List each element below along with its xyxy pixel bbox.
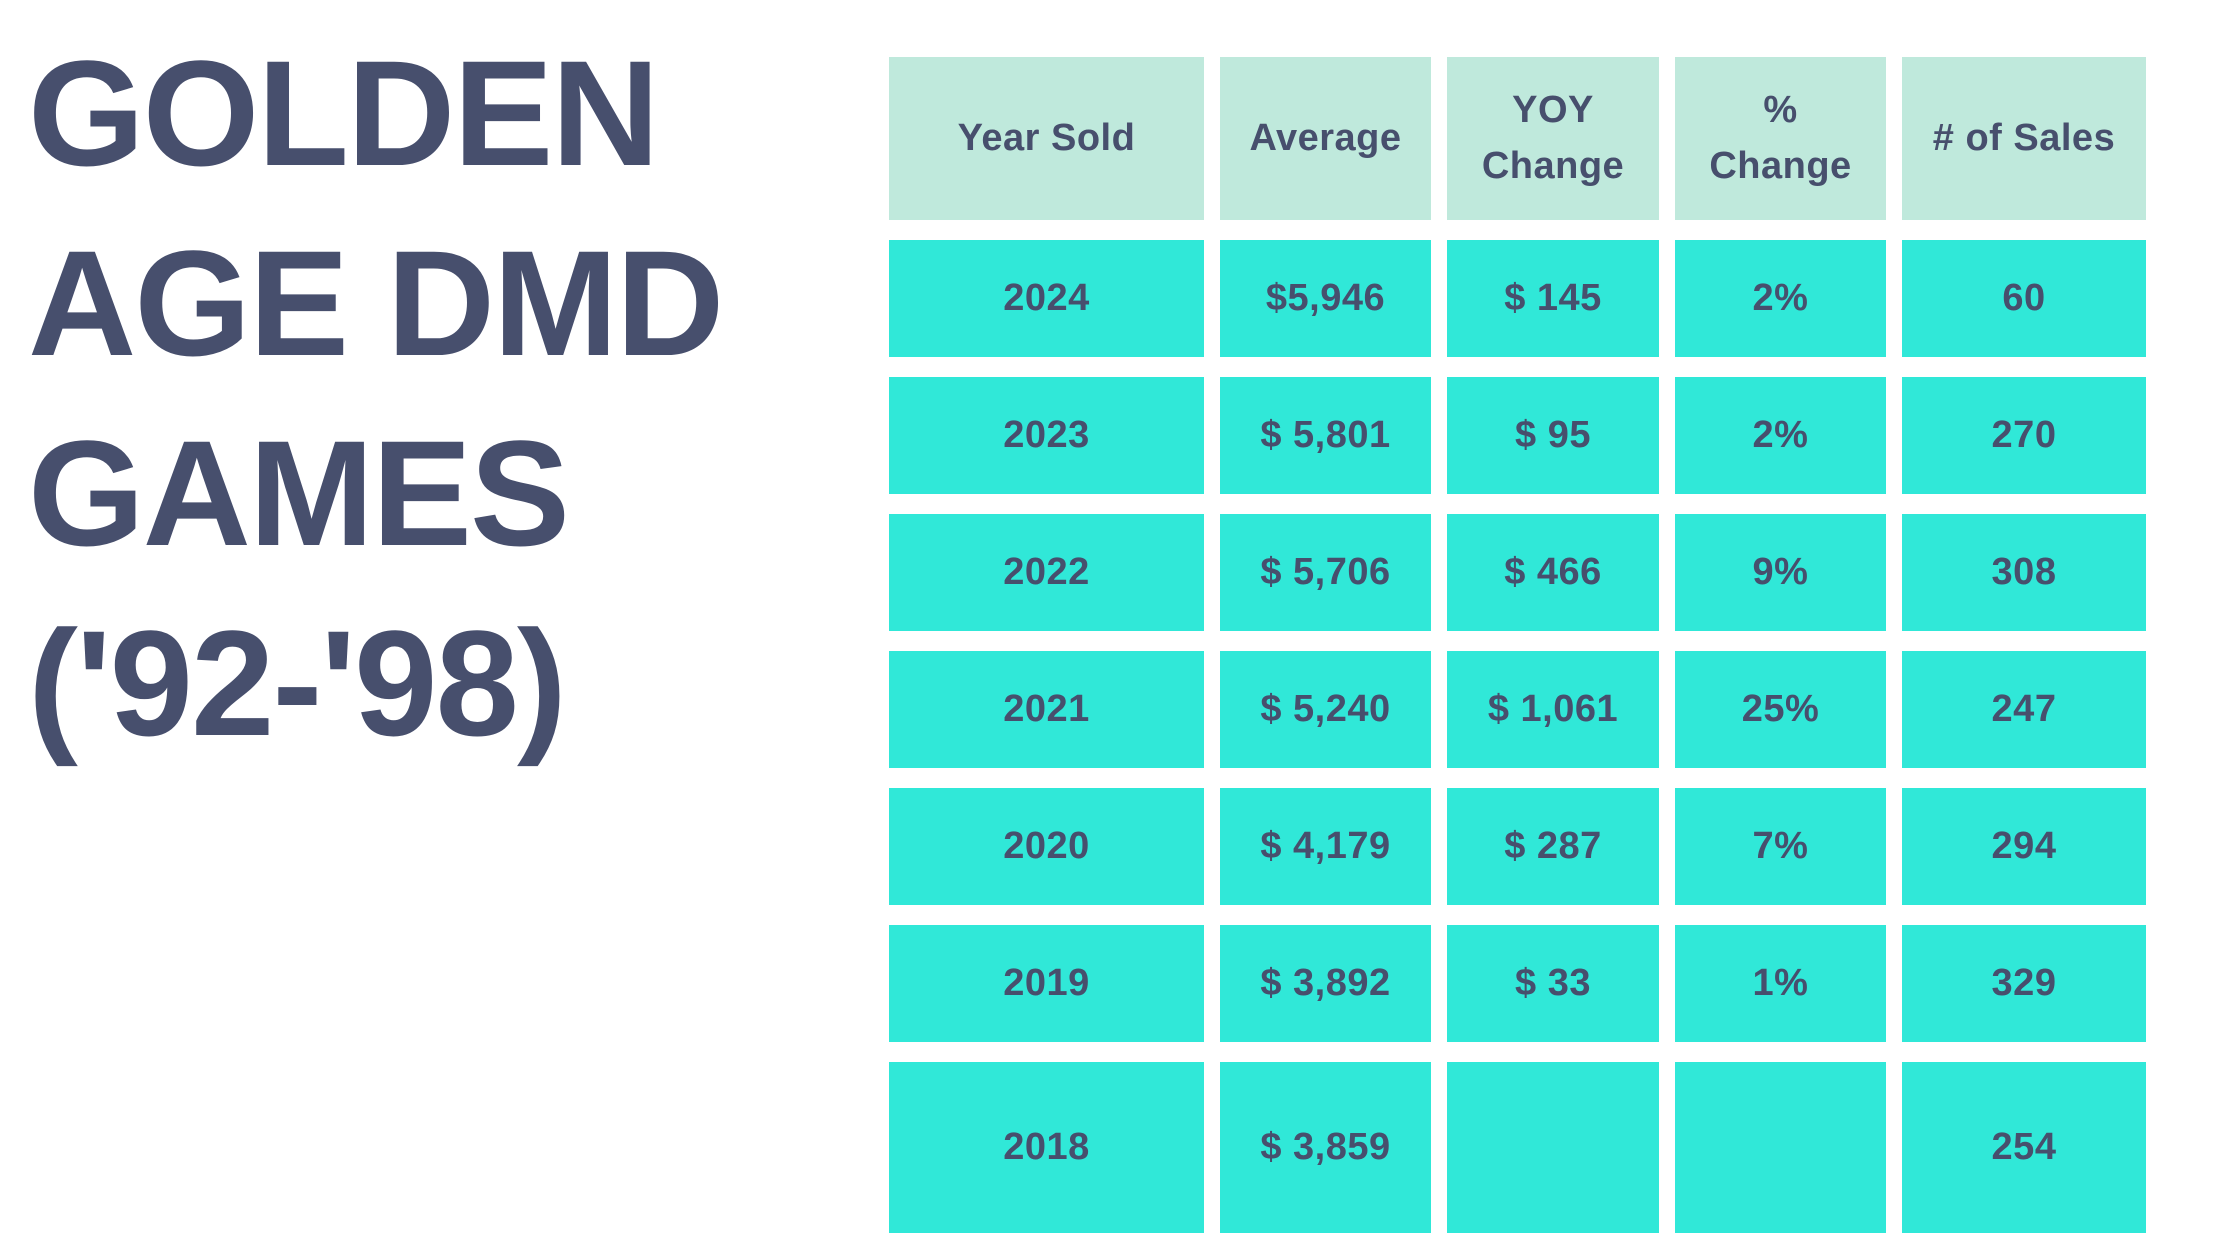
page-title-line: GOLDEN bbox=[28, 29, 660, 197]
header-label: YOY Change bbox=[1481, 89, 1625, 187]
table-cell-pct-change: 7% bbox=[1675, 788, 1886, 905]
table-cell-year: 2023 bbox=[889, 377, 1204, 494]
table-cell-num-sales: 329 bbox=[1902, 925, 2146, 1042]
table-cell-num-sales: 270 bbox=[1902, 377, 2146, 494]
table-cell-num-sales: 60 bbox=[1902, 240, 2146, 357]
table-cell-average: $ 3,892 bbox=[1220, 925, 1431, 1042]
header-cell-average: Average bbox=[1220, 57, 1431, 220]
table-cell-yoy-change: $ 1,061 bbox=[1447, 651, 1659, 768]
page-title: GOLDEN AGE DMD GAMES ('92-'98) bbox=[28, 18, 848, 778]
table-cell-yoy-change: $ 466 bbox=[1447, 514, 1659, 631]
table-cell-average: $ 4,179 bbox=[1220, 788, 1431, 905]
table-cell-year: 2019 bbox=[889, 925, 1204, 1042]
table-cell-average: $5,946 bbox=[1220, 240, 1431, 357]
header-cell-yoy-change: YOY Change bbox=[1447, 57, 1659, 220]
header-label: Average bbox=[1249, 116, 1402, 159]
sales-table: Year Sold Average YOY Change % Change # … bbox=[889, 57, 2146, 1233]
table-cell-yoy-change: $ 287 bbox=[1447, 788, 1659, 905]
table-cell-num-sales: 294 bbox=[1902, 788, 2146, 905]
table-cell-pct-change: 2% bbox=[1675, 377, 1886, 494]
table-cell-pct-change: 1% bbox=[1675, 925, 1886, 1042]
table-cell-pct-change: 9% bbox=[1675, 514, 1886, 631]
table-cell-average: $ 5,240 bbox=[1220, 651, 1431, 768]
header-label: % Change bbox=[1709, 89, 1852, 187]
table-cell-yoy-change: $ 95 bbox=[1447, 377, 1659, 494]
table-cell-year: 2020 bbox=[889, 788, 1204, 905]
table-cell-year: 2022 bbox=[889, 514, 1204, 631]
table-cell-pct-change: 2% bbox=[1675, 240, 1886, 357]
table-cell-pct-change bbox=[1675, 1062, 1886, 1233]
header-cell-pct-change: % Change bbox=[1675, 57, 1886, 220]
table-cell-average: $ 5,706 bbox=[1220, 514, 1431, 631]
table-cell-num-sales: 247 bbox=[1902, 651, 2146, 768]
table-cell-yoy-change: $ 33 bbox=[1447, 925, 1659, 1042]
table-cell-year: 2024 bbox=[889, 240, 1204, 357]
table-cell-yoy-change bbox=[1447, 1062, 1659, 1233]
table-cell-num-sales: 254 bbox=[1902, 1062, 2146, 1233]
header-cell-num-sales: # of Sales bbox=[1902, 57, 2146, 220]
table-cell-average: $ 5,801 bbox=[1220, 377, 1431, 494]
table-cell-num-sales: 308 bbox=[1902, 514, 2146, 631]
table-cell-year: 2021 bbox=[889, 651, 1204, 768]
header-label: Year Sold bbox=[957, 116, 1136, 159]
table-cell-average: $ 3,859 bbox=[1220, 1062, 1431, 1233]
table-cell-yoy-change: $ 145 bbox=[1447, 240, 1659, 357]
header-cell-year-sold: Year Sold bbox=[889, 57, 1204, 220]
header-label: # of Sales bbox=[1932, 116, 2116, 159]
page-title-line: GAMES bbox=[28, 409, 570, 577]
page-title-line: ('92-'98) bbox=[28, 599, 567, 767]
table-cell-year: 2018 bbox=[889, 1062, 1204, 1233]
page-title-line: AGE DMD bbox=[28, 219, 724, 387]
table-cell-pct-change: 25% bbox=[1675, 651, 1886, 768]
